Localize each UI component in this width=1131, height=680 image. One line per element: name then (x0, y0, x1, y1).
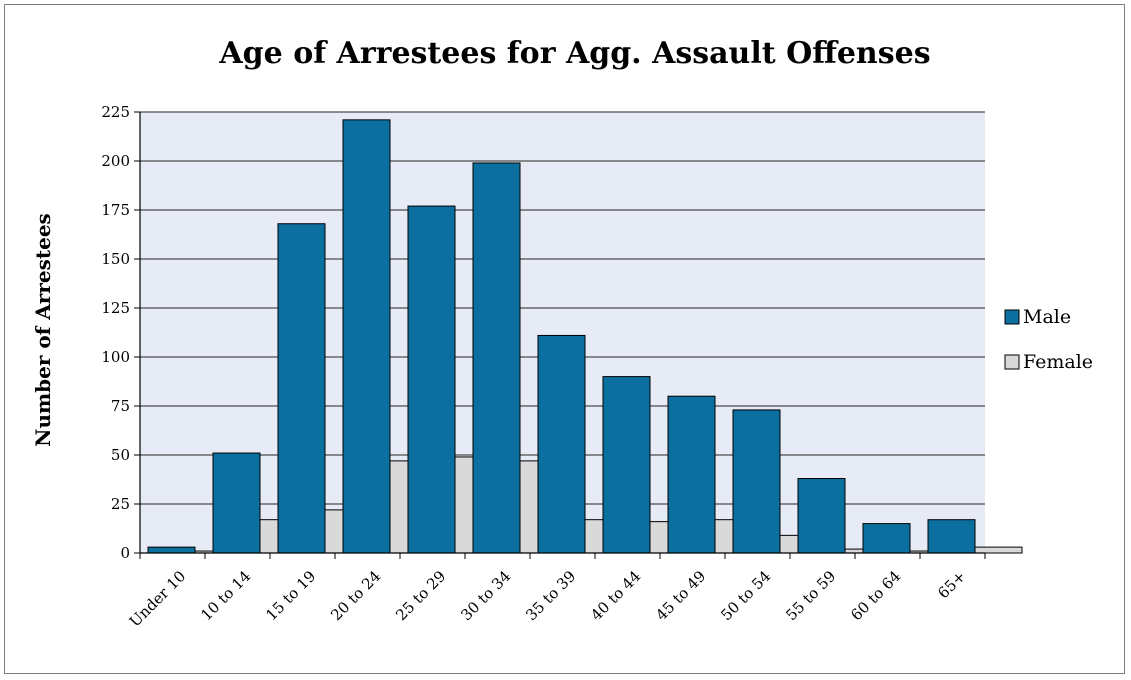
x-tick-label: 30 to 34 (457, 567, 514, 624)
x-tick-label: 15 to 19 (262, 567, 319, 624)
x-tick-label: 50 to 54 (717, 567, 774, 624)
bar-male (277, 223, 326, 554)
legend-label-female: Female (1023, 351, 1093, 373)
chart-title: Age of Arrestees for Agg. Assault Offens… (218, 36, 930, 71)
y-tick-label: 150 (101, 250, 130, 268)
x-tick-label: Under 10 (126, 567, 190, 631)
x-tick-label: 55 to 59 (782, 567, 839, 624)
bar-male (797, 478, 846, 554)
legend-swatch-female (1004, 354, 1020, 370)
bar-male (212, 452, 261, 554)
y-tick-label: 175 (101, 201, 130, 219)
bar-male (732, 409, 781, 554)
x-tick-label: 25 to 29 (392, 567, 449, 624)
bar-female (974, 546, 1023, 554)
bar-male (147, 546, 196, 554)
bar-male (342, 119, 391, 554)
x-tick-label: 60 to 64 (847, 567, 904, 624)
bar-male (667, 395, 716, 554)
legend-swatch-male (1004, 309, 1020, 325)
y-tick-label: 0 (120, 544, 130, 562)
bar-male (862, 523, 911, 554)
y-tick-label: 75 (111, 397, 130, 415)
legend: Male Female (1004, 306, 1093, 373)
y-tick-label: 50 (111, 446, 130, 464)
bar-male (927, 519, 976, 554)
y-tick-label: 125 (101, 299, 130, 317)
y-tick-label: 200 (101, 152, 130, 170)
x-tick-label: 45 to 49 (652, 567, 709, 624)
bar-male (537, 334, 586, 554)
y-tick-label: 25 (111, 495, 130, 513)
y-tick-label: 100 (101, 348, 130, 366)
bar-male (407, 205, 456, 554)
x-tick-label: 65+ (934, 567, 969, 602)
x-tick-label: 40 to 44 (587, 567, 644, 624)
x-tick-label: 20 to 24 (327, 567, 384, 624)
x-tick-label: 10 to 14 (197, 567, 254, 624)
bar-male (472, 162, 521, 554)
y-axis-label: Number of Arrestees (31, 213, 55, 447)
bar-male (602, 376, 651, 554)
legend-label-male: Male (1023, 306, 1071, 328)
x-tick-label: 35 to 39 (522, 567, 579, 624)
plot-area: 0 25 50 75 100 125 150 175 200 225 Under 10 10 to 1… (101, 103, 1023, 631)
y-tick-label: 225 (101, 103, 130, 121)
